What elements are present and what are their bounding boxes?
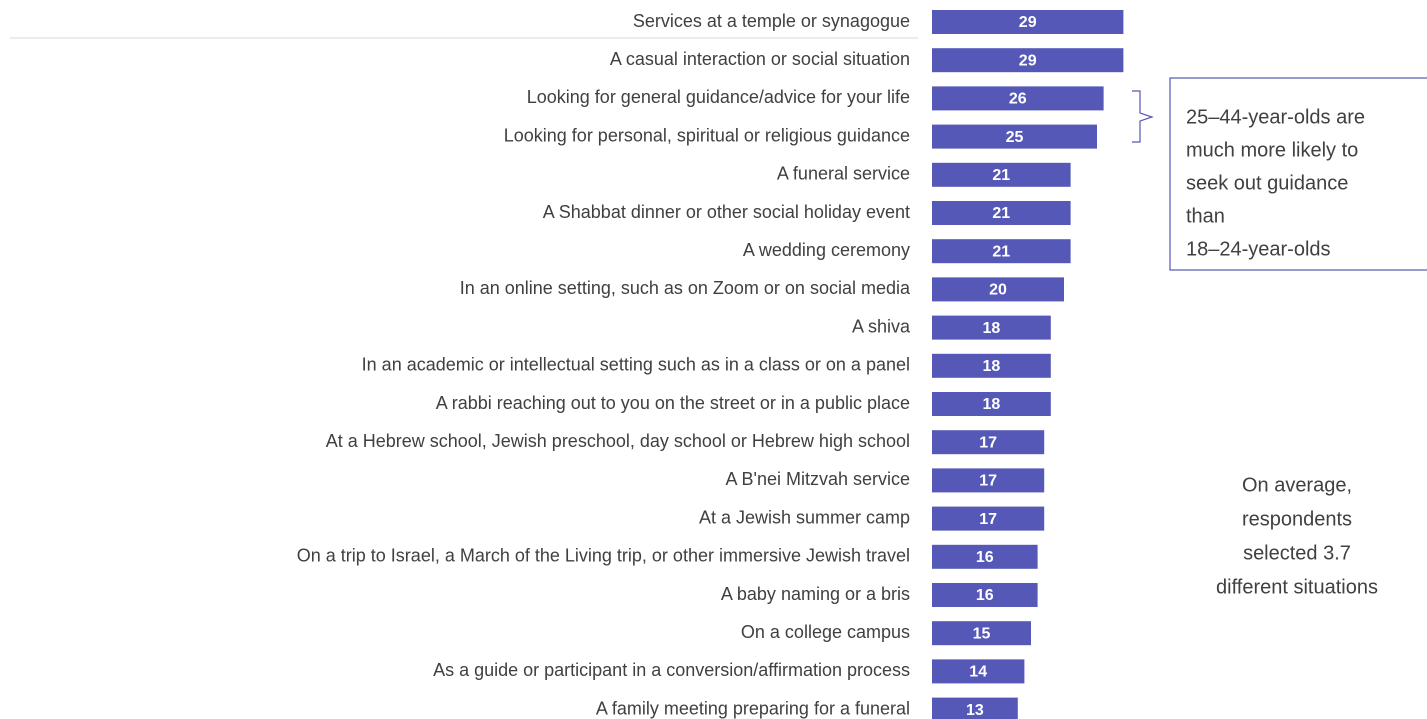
category-label: A wedding ceremony	[743, 240, 910, 260]
annotation-text: seek out guidance	[1186, 172, 1348, 194]
bar	[932, 583, 1038, 607]
annotation-text: than	[1186, 205, 1225, 227]
note-text: respondents	[1242, 508, 1352, 530]
category-label: A casual interaction or social situation	[610, 49, 910, 69]
value-label: 13	[966, 702, 984, 719]
bar	[932, 697, 1018, 719]
category-label: In an academic or intellectual setting s…	[362, 355, 910, 375]
category-label: Looking for personal, spiritual or relig…	[504, 125, 910, 145]
value-label: 17	[979, 434, 997, 451]
category-label: A rabbi reaching out to you on the stree…	[436, 393, 910, 413]
value-label: 21	[992, 243, 1010, 260]
value-label: 16	[976, 549, 994, 566]
bar	[932, 201, 1071, 225]
bar	[932, 48, 1124, 73]
category-label: A shiva	[852, 316, 911, 336]
annotation-text: 18–24-year-olds	[1186, 238, 1331, 260]
annotation-text: 25–44-year-olds are	[1186, 106, 1365, 128]
value-label: 18	[983, 358, 1001, 375]
bar	[932, 430, 1045, 455]
value-label: 21	[992, 205, 1010, 222]
value-label: 29	[1019, 52, 1037, 69]
category-label: A family meeting preparing for a funeral	[596, 698, 910, 718]
note-text: different situations	[1216, 576, 1378, 598]
bar	[932, 10, 1124, 34]
bar	[932, 468, 1045, 493]
value-label: 26	[1009, 91, 1027, 108]
value-label: 29	[1019, 14, 1037, 31]
category-label: A baby naming or a bris	[721, 584, 910, 604]
bar	[932, 86, 1104, 111]
bar	[932, 162, 1071, 187]
note-text: selected 3.7	[1243, 542, 1351, 564]
bar	[932, 392, 1051, 416]
category-label: On a trip to Israel, a March of the Livi…	[297, 546, 910, 566]
value-label: 17	[979, 473, 997, 490]
bar	[932, 239, 1071, 264]
value-label: 25	[1006, 129, 1024, 146]
annotation-text: much more likely to	[1186, 139, 1358, 161]
category-label: In an online setting, such as on Zoom or…	[460, 278, 911, 298]
category-label: On a college campus	[741, 622, 910, 642]
value-label: 20	[989, 282, 1007, 299]
bar	[932, 506, 1045, 531]
bar	[932, 621, 1031, 646]
bar	[932, 315, 1051, 340]
value-label: 18	[983, 320, 1001, 337]
value-label: 14	[969, 664, 987, 681]
bar	[932, 353, 1051, 378]
value-label: 16	[976, 587, 994, 604]
bar	[932, 544, 1038, 569]
category-label: A Shabbat dinner or other social holiday…	[543, 202, 910, 222]
category-label: At a Hebrew school, Jewish preschool, da…	[326, 431, 910, 451]
category-label: At a Jewish summer camp	[699, 507, 910, 527]
category-label: As a guide or participant in a conversio…	[433, 660, 910, 680]
annotation-box	[1169, 77, 1427, 271]
value-label: 18	[983, 396, 1001, 413]
value-label: 15	[973, 625, 991, 642]
value-label: 17	[979, 511, 997, 528]
bar	[932, 124, 1097, 149]
category-label: Looking for general guidance/advice for …	[527, 87, 910, 107]
bar	[932, 659, 1025, 684]
bar	[932, 277, 1064, 302]
category-label: Services at a temple or synagogue	[633, 11, 910, 31]
category-label: A B'nei Mitzvah service	[725, 469, 910, 489]
value-label: 21	[992, 167, 1010, 184]
category-label: A funeral service	[777, 164, 910, 184]
note-text: On average,	[1242, 474, 1352, 496]
bracket	[1132, 90, 1154, 143]
